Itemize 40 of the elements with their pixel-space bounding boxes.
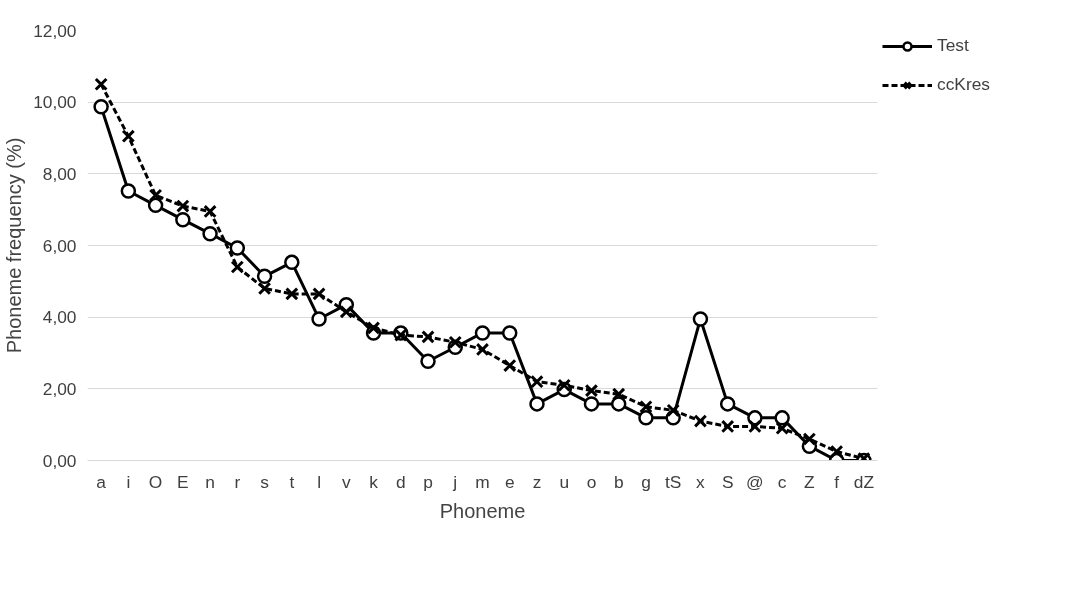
x-tick-label: r	[234, 471, 241, 492]
y-tick-label: 0,00	[42, 450, 77, 471]
x-tick-label: E	[177, 471, 189, 492]
x-tick-label: b	[613, 471, 624, 492]
x-tick-label: s	[260, 471, 270, 492]
x-tick-label: o	[586, 471, 597, 492]
x-tick-label: tS	[665, 471, 682, 492]
x-tick-label: S	[721, 471, 734, 492]
x-tick-label: Z	[804, 471, 816, 492]
legend-label: Test	[937, 35, 970, 56]
y-tick-label: 10,00	[33, 92, 77, 113]
x-tick-label: e	[504, 471, 515, 492]
x-tick-label: k	[369, 471, 379, 492]
x-tick-label: dZ	[853, 471, 875, 492]
x-axis-title: Phoneme	[439, 499, 526, 522]
y-axis-title: Phoneme frequency (%)	[3, 137, 26, 354]
y-tick-label: 6,00	[42, 235, 77, 256]
x-tick-label: v	[341, 471, 351, 492]
y-tick-label: 8,00	[42, 163, 77, 184]
x-tick-label: i	[126, 471, 131, 492]
y-tick-label: 2,00	[42, 378, 77, 399]
x-tick-label: l	[317, 471, 321, 492]
x-tick-label: u	[559, 471, 570, 492]
x-tick-label: a	[96, 471, 107, 492]
x-tick-label: @	[746, 471, 764, 492]
x-tick-label: d	[395, 471, 406, 492]
x-tick-label: j	[452, 471, 458, 492]
y-tick-label: 12,00	[33, 20, 77, 41]
x-tick-label: x	[696, 471, 706, 492]
x-tick-label: n	[205, 471, 215, 492]
y-tick-label: 4,00	[42, 307, 77, 328]
x-tick-label: f	[834, 471, 840, 492]
x-tick-label: g	[641, 471, 651, 492]
x-tick-label: m	[475, 471, 490, 492]
x-tick-label: p	[423, 471, 433, 492]
x-tick-label: O	[148, 471, 163, 492]
legend-label: ccKres	[937, 74, 991, 95]
x-tick-label: c	[777, 471, 787, 492]
x-tick-label: t	[289, 471, 295, 492]
x-tick-label: z	[532, 471, 542, 492]
